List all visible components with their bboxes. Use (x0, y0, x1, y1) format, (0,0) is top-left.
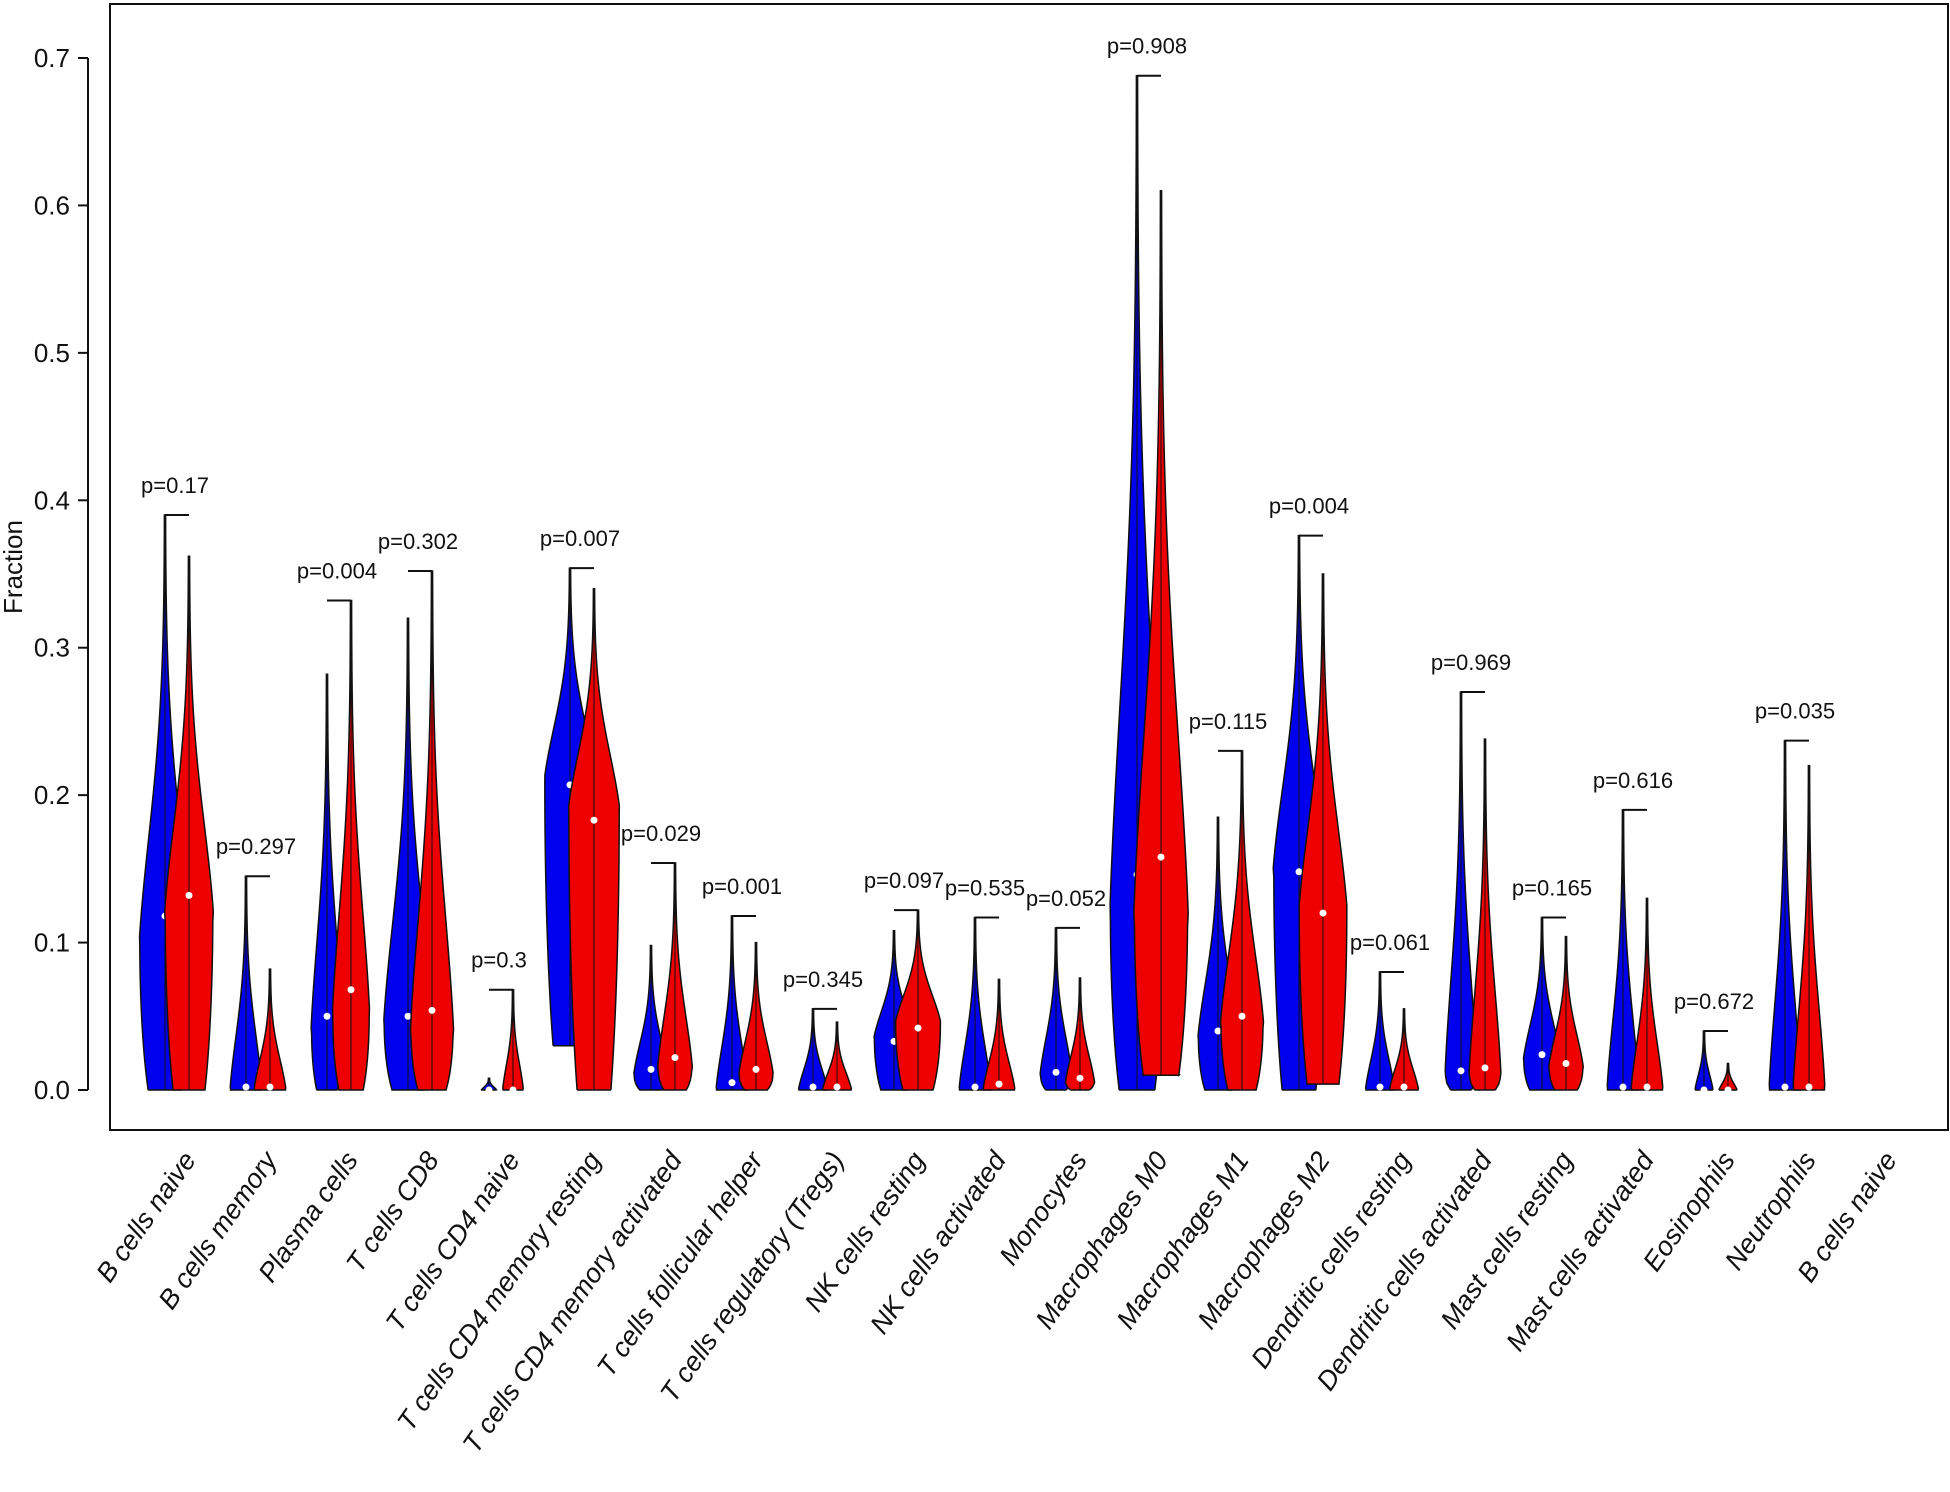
violin-blue-median (242, 1083, 250, 1091)
violin-red-median (428, 1006, 436, 1014)
violin-red-median (1157, 853, 1165, 861)
p-value-label: p=0.302 (378, 529, 458, 554)
violin-red-median (509, 1086, 517, 1094)
violin-red-median (1076, 1074, 1084, 1082)
p-value-label: p=0.969 (1431, 650, 1511, 675)
violin-red-median (833, 1083, 841, 1091)
violin-blue-median (971, 1083, 979, 1091)
violin-blue-median (647, 1065, 655, 1073)
violin-red-median (1724, 1086, 1732, 1094)
violin-blue-median (1700, 1086, 1708, 1094)
violins (138, 74, 1826, 1094)
p-value-label: p=0.007 (540, 526, 620, 551)
p-value-label: p=0.001 (702, 874, 782, 899)
p-value-label: p=0.165 (1512, 876, 1592, 901)
violin-blue-median (1781, 1083, 1789, 1091)
violin-red-median (1643, 1083, 1651, 1091)
violin-red-median (185, 891, 193, 899)
y-tick-label: 0.7 (34, 43, 70, 73)
violin-blue-median (485, 1086, 493, 1094)
y-axis-ticks: 0.0 0.1 0.2 0.3 0.4 0.5 0.6 0.7 (34, 43, 88, 1105)
p-value-label: p=0.029 (621, 821, 701, 846)
p-value-label: p=0.061 (1350, 930, 1430, 955)
p-value-label: p=0.535 (945, 876, 1025, 901)
violin-red-median (995, 1080, 1003, 1088)
violin-blue-median (728, 1079, 736, 1087)
violin-blue-median (1538, 1051, 1546, 1059)
p-value-label: p=0.004 (297, 559, 377, 584)
p-value-label: p=0.035 (1755, 699, 1835, 724)
p-value-label: p=0.004 (1269, 494, 1349, 519)
violin-blue-median (1052, 1068, 1060, 1076)
violin-blue-median (1295, 868, 1303, 876)
violin-red-median (266, 1083, 274, 1091)
y-tick-label: 0.3 (34, 633, 70, 663)
violin-red-median (1400, 1083, 1408, 1091)
x-tick-label: Mast cells activated (1500, 1145, 1660, 1356)
violin-blue-median (1376, 1083, 1384, 1091)
y-tick-label: 0.0 (34, 1075, 70, 1105)
p-value-label: p=0.616 (1593, 768, 1673, 793)
violin-blue-median (809, 1083, 817, 1091)
violin-red-median (914, 1024, 922, 1032)
p-value-label: p=0.115 (1189, 709, 1268, 734)
violin-red-median (671, 1054, 679, 1062)
violin-blue-median (1619, 1083, 1627, 1091)
p-value-label: p=0.672 (1674, 989, 1754, 1014)
y-tick-label: 0.4 (34, 485, 70, 515)
y-axis-title: Fraction (0, 520, 28, 614)
y-tick-label: 0.1 (34, 928, 70, 958)
violin-blue-median (1457, 1067, 1465, 1075)
y-tick-label: 0.5 (34, 338, 70, 368)
violin-blue-median (1214, 1027, 1222, 1035)
violin-red-median (347, 986, 355, 994)
p-value-label: p=0.345 (783, 967, 863, 992)
violin-blue-median (323, 1012, 331, 1020)
p-value-label: p=0.908 (1107, 34, 1187, 59)
p-value-label: p=0.097 (864, 868, 944, 893)
violin-blue-median (404, 1012, 412, 1020)
violin-red-median (752, 1065, 760, 1073)
y-tick-label: 0.2 (34, 780, 70, 810)
p-value-label: p=0.17 (141, 473, 209, 498)
violin-red-median (1481, 1064, 1489, 1072)
violin-red-median (1238, 1012, 1246, 1020)
p-value-label: p=0.052 (1026, 886, 1106, 911)
violin-red-median (1319, 909, 1327, 917)
violin-red-median (1805, 1083, 1813, 1091)
x-tick-label: Dendritic cells resting (1245, 1146, 1417, 1373)
p-value-label: p=0.3 (471, 948, 527, 973)
violin-red-median (590, 816, 598, 824)
plot-frame (109, 3, 1949, 1131)
y-tick-label: 0.6 (34, 190, 70, 220)
p-value-annotations: p=0.17p=0.297p=0.004p=0.302p=0.3p=0.007p… (141, 34, 1835, 1033)
p-value-label: p=0.297 (216, 834, 296, 859)
violin-red-median (1562, 1059, 1570, 1067)
